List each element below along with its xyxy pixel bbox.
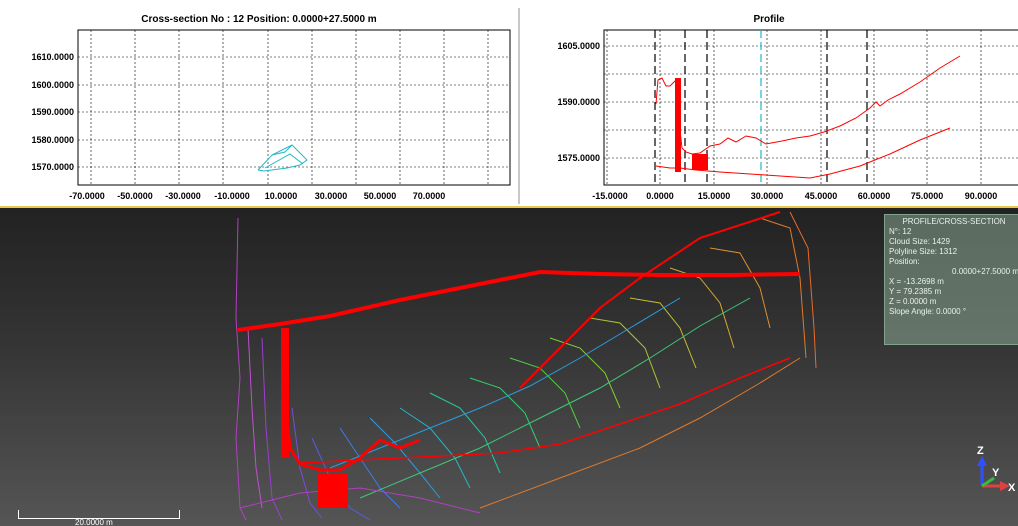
profile-section-block <box>692 154 708 170</box>
profile-title: Profile <box>753 14 785 25</box>
cs-x-tick: -30.0000 <box>165 191 201 201</box>
info-y: Y = 79.2385 m <box>889 287 942 296</box>
y-axis-icon <box>981 476 995 488</box>
y-axis-label: Y <box>992 467 1000 479</box>
scale-bar <box>18 510 180 519</box>
cs-x-tick: 50.0000 <box>364 191 397 201</box>
info-cloud-size: Cloud Size: 1429 <box>889 237 950 246</box>
profile-plot-area <box>603 29 1018 186</box>
info-number: N°: 12 <box>889 227 912 236</box>
3d-view[interactable]: Z Y X PROFILE/CROSS-SECTION N°: 12 Cloud… <box>0 206 1018 526</box>
section-polyline <box>237 211 801 472</box>
pf-x-tick: 15.0000 <box>698 191 731 201</box>
info-panel[interactable]: PROFILE/CROSS-SECTION N°: 12 Cloud Size:… <box>884 214 1018 345</box>
cs-x-tick: -10.0000 <box>214 191 250 201</box>
pf-y-tick: 1575.0000 <box>557 153 600 163</box>
profile-plot[interactable]: 1605.0000 1590.0000 1575.0000 -15.0000 0… <box>520 8 1018 206</box>
cs-x-tick: -50.0000 <box>117 191 153 201</box>
cs-y-tick: 1570.0000 <box>31 162 74 172</box>
x-axis-label: X <box>1008 482 1016 494</box>
profile-section-bar <box>675 78 681 172</box>
pf-x-tick: 75.0000 <box>911 191 944 201</box>
cs-y-tick: 1590.0000 <box>31 107 74 117</box>
pf-y-tick: 1605.0000 <box>557 41 600 51</box>
cross-section-outline <box>257 144 308 172</box>
cs-x-tick: 70.0000 <box>413 191 446 201</box>
pf-x-tick: 45.0000 <box>805 191 838 201</box>
info-x: X = -13.2698 m <box>889 277 944 286</box>
cross-section-wireframes <box>235 211 817 521</box>
point-cloud-3d[interactable]: Z Y X <box>0 208 1018 526</box>
info-z: Z = 0.0000 m <box>889 297 937 306</box>
profile-panel[interactable]: Profile 1605.0000 1590.0000 1 <box>520 8 1018 206</box>
info-slope: Slope Angle: 0.0000 ° <box>889 307 967 316</box>
cross-section-plot-area <box>77 29 511 186</box>
section-wall <box>281 328 289 458</box>
pf-x-tick: 90.0000 <box>965 191 998 201</box>
cross-section-plot[interactable]: 1610.0000 1600.0000 1590.0000 1580.0000 … <box>0 8 518 206</box>
cs-y-tick: 1600.0000 <box>31 80 74 90</box>
pf-x-tick: 0.0000 <box>646 191 674 201</box>
axes-gizmo[interactable]: Z Y X <box>977 445 1016 494</box>
panel-divider[interactable] <box>518 8 520 204</box>
profile-section-markers <box>654 30 868 185</box>
pf-x-tick: 60.0000 <box>858 191 891 201</box>
pf-x-tick: 30.0000 <box>751 191 784 201</box>
cross-section-title: Cross-section No : 12 Position: 0.0000+2… <box>141 14 377 25</box>
pf-y-tick: 1590.0000 <box>557 97 600 107</box>
cross-section-grid <box>78 30 510 185</box>
cross-section-panel[interactable]: Cross-section No : 12 Position: 0.0000+2… <box>0 8 518 206</box>
cs-x-tick: 10.0000 <box>265 191 298 201</box>
section-block <box>318 474 348 508</box>
cs-y-tick: 1610.0000 <box>31 52 74 62</box>
profile-grid <box>604 30 1018 185</box>
cs-x-tick: -70.0000 <box>69 191 105 201</box>
info-position-value: 0.0000+27.5000 m <box>952 267 1018 276</box>
info-position-label: Position: <box>889 257 920 266</box>
info-polyline-size: Polyline Size: 1312 <box>889 247 958 256</box>
info-header: PROFILE/CROSS-SECTION <box>902 217 1006 226</box>
cs-y-tick: 1580.0000 <box>31 135 74 145</box>
scale-bar-label: 20.0000 m <box>75 518 113 526</box>
cs-x-tick: 30.0000 <box>315 191 348 201</box>
z-axis-label: Z <box>977 445 984 457</box>
pf-x-tick: -15.0000 <box>592 191 628 201</box>
